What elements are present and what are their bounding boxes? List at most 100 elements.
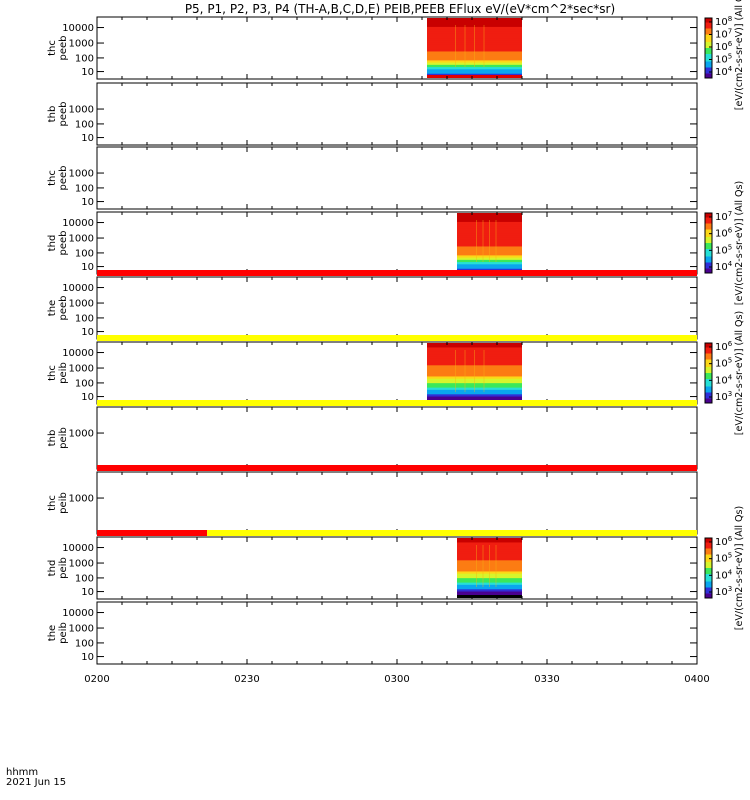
colorbar-tick-label: 106 (715, 535, 733, 548)
y-tick-label: 100 (75, 248, 94, 259)
colorbar-label: [eV/(cm2-s-sr-eV)] (All Qs) (734, 181, 745, 305)
flag-bar-2 (207, 530, 697, 536)
spectrogram-row (427, 18, 522, 21)
colorbar-tick-label: 107 (715, 28, 732, 41)
colorbar-label: [eV/(cm2-s-sr-eV)] (All Qs) (734, 506, 745, 630)
panel-frame (96, 406, 698, 470)
y-tick-label: 10000 (62, 348, 94, 359)
y-tick-label: 10000 (62, 283, 94, 294)
y-tick-label: 100 (75, 378, 94, 389)
y-tick-label: 100 (75, 573, 94, 584)
spectrogram-edge (457, 595, 522, 598)
spectrogram-row (427, 20, 522, 24)
spectrogram-row (427, 396, 522, 400)
y-tick-label: 10 (81, 133, 94, 144)
y-tick-label: 100 (75, 53, 94, 64)
colorbar: 103 104 105 106 [eV/(cm2-s-sr-eV)] (All Qs) (704, 311, 745, 435)
colorbar-label: [eV/(cm2-s-sr-eV)] (All Qs) (734, 0, 745, 110)
minor-x-ticks (96, 342, 698, 404)
y-tick-label: 1000 (69, 39, 94, 50)
panel-frame (96, 146, 698, 210)
spectrogram-row (427, 71, 522, 75)
panel-label: thcpeeb (47, 166, 69, 191)
minor-x-ticks (96, 602, 698, 664)
time-format-label: hhmm (6, 767, 39, 778)
panel-5: 10 100 1000 10000 thepeeb (47, 270, 698, 340)
flag-bar-1 (97, 400, 697, 406)
spectrogram-row (427, 343, 522, 346)
minor-x-ticks (96, 212, 698, 274)
colorbar-tick-label: 106 (715, 227, 733, 240)
colorbar-tick-label: 104 (715, 568, 733, 581)
y-tick-label: 10 (81, 587, 94, 598)
colorbar: 103 104 105 106 [eV/(cm2-s-sr-eV)] (All Qs) (704, 506, 745, 630)
spectrogram-row (457, 215, 522, 219)
y-tick-label: 1000 (69, 234, 94, 245)
colorbar-tick-label: 103 (715, 585, 732, 598)
panel-frame (96, 276, 698, 340)
spectrogram-row (427, 69, 522, 73)
x-tick-label: 0200 (84, 674, 109, 685)
panel-label: thepeeb (47, 296, 69, 321)
flag-bar-1 (97, 530, 207, 536)
y-tick-label: 10 (81, 392, 94, 403)
spectrogram-block (427, 343, 522, 403)
spectrogram-row (457, 217, 522, 221)
spectrogram-row (457, 591, 522, 595)
panel-frame (96, 471, 698, 535)
spectrogram-row (427, 67, 522, 70)
y-tick-label: 1000 (69, 559, 94, 570)
minor-x-ticks (96, 472, 698, 534)
colorbar-tick-label: 107 (715, 210, 732, 223)
panel-label: thdpeib (47, 557, 69, 579)
spectrogram-row (457, 213, 522, 216)
spectrogram-row (427, 22, 522, 26)
spectrogram-row (457, 589, 522, 593)
x-axis: 0200 0230 0300 0330 0400 (84, 674, 709, 685)
panel-4: 10 100 1000 10000 thdpeeb 104 105 106 107 [eV/(cm… (47, 181, 745, 305)
y-tick-label: 1000 (69, 105, 94, 116)
x-tick-label: 0330 (534, 674, 559, 685)
spectrogram-row (457, 538, 522, 541)
y-tick-label: 1000 (69, 624, 94, 635)
colorbar-tick-label: 106 (715, 40, 733, 53)
panel-frame (96, 601, 698, 665)
y-tick-label: 10 (81, 262, 94, 273)
panel-label: thcpeib (47, 362, 69, 384)
minor-x-ticks (96, 83, 698, 145)
panel-frame (96, 211, 698, 275)
colorbar-tick-label: 106 (715, 340, 733, 353)
y-tick-label: 10000 (62, 608, 94, 619)
spectrogram-row (457, 262, 522, 265)
date-label: 2021 Jun 15 (6, 777, 67, 788)
x-tick-label: 0230 (234, 674, 259, 685)
flag-bar-1 (97, 465, 697, 471)
colorbar-tick-label: 105 (715, 552, 732, 565)
y-tick-label: 10 (81, 197, 94, 208)
y-tick-label: 10000 (62, 23, 94, 34)
spectrogram-block (457, 213, 522, 273)
panel-label: thdpeeb (47, 231, 69, 256)
spectrogram-row (427, 345, 522, 349)
colorbar-tick-label: 105 (715, 357, 732, 370)
spectrogram-row (457, 264, 522, 268)
minor-x-ticks (96, 277, 698, 339)
panel-frame (96, 341, 698, 405)
colorbar-label: [eV/(cm2-s-sr-eV)] (All Qs) (734, 311, 745, 435)
panel-label: thbpeeb (47, 102, 69, 127)
flag-bar-1 (97, 270, 697, 276)
spectrogram-row (457, 587, 522, 590)
spectrogram-row (457, 266, 522, 270)
y-tick-label: 10000 (62, 218, 94, 229)
spectrogram-row (427, 347, 522, 351)
x-tick-label: 0400 (684, 674, 709, 685)
y-tick-label: 100 (75, 183, 94, 194)
panel-label: thepeib (47, 622, 69, 644)
spectrogram-edge (427, 75, 522, 78)
